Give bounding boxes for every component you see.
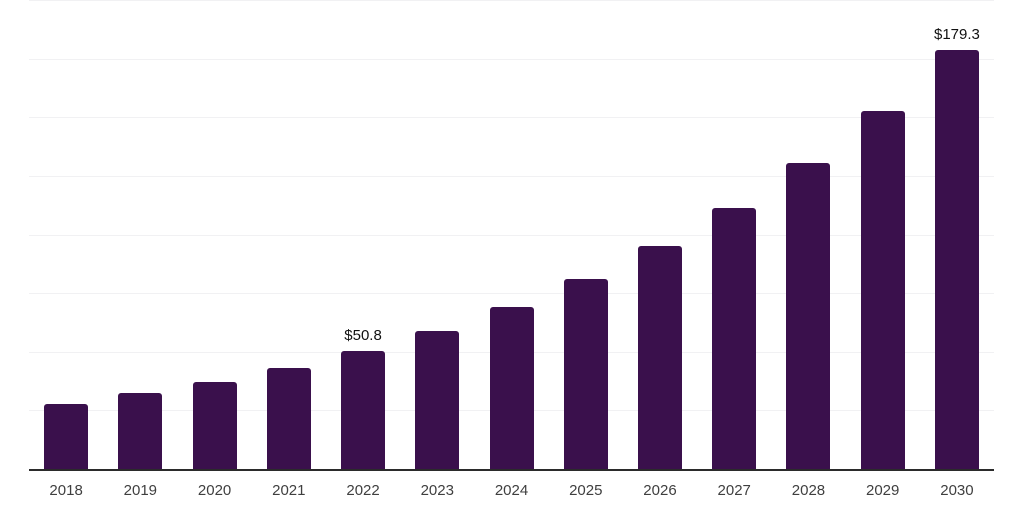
bar-slot-2022: $50.8 [326,1,400,470]
bar-2021 [266,368,311,470]
x-tick-label-2018: 2018 [49,482,83,499]
gridline [29,175,994,177]
bar-slot-2028 [771,1,845,470]
bars-row: $50.8 $179.3 [29,1,994,470]
bar-slot-2026 [623,1,697,470]
bar-slot-2020 [177,1,251,470]
bar-2023 [415,330,460,470]
bar-2019 [118,393,163,470]
bar-slot-2025 [549,1,623,470]
bar-2029 [860,111,905,470]
bar-2028 [786,163,831,470]
bar-slot-2024 [474,1,548,470]
bar-2027 [712,208,757,470]
bar-2022 [341,350,386,470]
gridline [29,117,994,119]
gridline [29,293,994,295]
bar-slot-2021 [252,1,326,470]
x-tick-label-2028: 2028 [791,482,826,499]
x-tick-label-2027: 2027 [717,482,751,499]
x-tick-label-2025: 2025 [569,482,603,499]
bar-2020 [192,382,237,470]
bar-2018 [44,403,89,470]
gridline [29,58,994,60]
x-tick-label-2021: 2021 [272,482,306,499]
bar-slot-2019 [103,1,177,470]
bar-slot-2018 [29,1,103,470]
bar-value-label-2030: $179.3 [933,25,980,43]
bar-value-label-2022: $50.8 [344,326,382,344]
bar-2026 [637,246,682,470]
plot-area: $50.8 $179.3 [29,0,994,470]
bar-slot-2029 [846,1,920,470]
x-tick-label-2023: 2023 [420,482,454,499]
x-axis-line [29,469,994,471]
x-tick-label-2020: 2020 [197,482,232,499]
x-tick-label-2022: 2022 [346,482,380,499]
bar-2025 [563,278,608,470]
x-tick-label-2024: 2024 [494,482,529,499]
gridline [29,234,994,236]
x-axis-labels: 2018 2019 2020 2021 2022 2023 2024 2025 2026 2027… [29,481,994,500]
gridline [29,0,994,1]
x-tick-label-2029: 2029 [866,482,900,499]
bar-2024 [489,306,534,470]
x-tick-label-2026: 2026 [643,482,677,499]
bar-slot-2023 [400,1,474,470]
bar-2030 [934,49,979,470]
x-tick-label-2019: 2019 [123,482,158,499]
bar-slot-2030: $179.3 [920,1,994,470]
x-tick-label-2030: 2030 [940,482,974,499]
bar-slot-2027 [697,1,771,470]
